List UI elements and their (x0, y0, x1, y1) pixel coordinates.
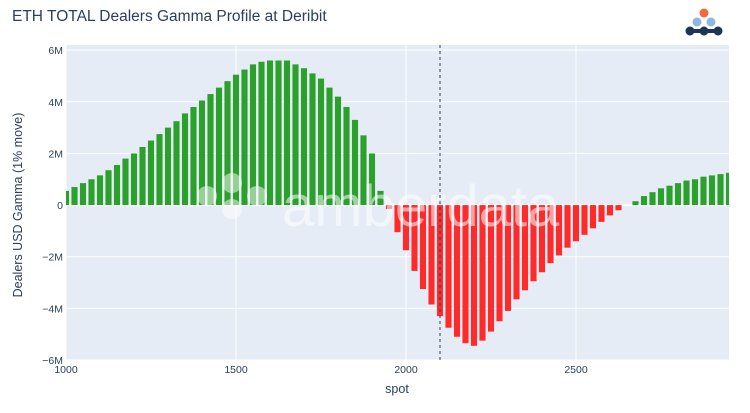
gamma-bar (726, 173, 729, 205)
y-tick-label: −2M (42, 252, 63, 264)
gamma-bar (122, 159, 128, 205)
gamma-bar (190, 107, 196, 205)
gamma-bar (666, 186, 672, 205)
gamma-bar (105, 170, 111, 205)
gamma-bar (658, 188, 664, 205)
y-tick-label: −4M (42, 303, 63, 315)
gamma-bar (717, 174, 723, 205)
gamma-bar (71, 187, 77, 205)
gamma-bar (607, 205, 613, 215)
gamma-bar (241, 70, 247, 206)
gamma-bar (649, 192, 655, 205)
gamma-bar (581, 205, 587, 235)
gamma-bar (615, 205, 621, 210)
gamma-bar (216, 88, 222, 205)
gamma-bar (148, 141, 154, 206)
x-tick-label: 1500 (224, 364, 248, 376)
gamma-bar (258, 62, 264, 205)
y-tick-label: 6M (48, 45, 63, 57)
y-axis-title: Dealers USD Gamma (1% move) (11, 113, 25, 298)
x-tick-label: 1000 (54, 364, 78, 376)
gamma-bar (692, 179, 698, 205)
gamma-bar (88, 179, 94, 205)
gamma-bar (598, 205, 604, 222)
gamma-bar (632, 201, 638, 205)
gamma-bar (114, 165, 120, 205)
gamma-bar (675, 183, 681, 205)
gamma-bar (66, 191, 69, 205)
x-tick-label: 2500 (564, 364, 588, 376)
gamma-bar (80, 183, 86, 205)
gamma-bar (250, 64, 256, 205)
gamma-bar (700, 177, 706, 205)
gamma-bar (139, 147, 145, 205)
y-tick-label: 4M (48, 97, 63, 109)
gamma-bar (683, 181, 689, 206)
watermark-text: amberdata (282, 174, 560, 239)
gamma-bar (267, 60, 273, 205)
y-tick-label: 0 (57, 200, 63, 212)
y-tick-label: 2M (48, 148, 63, 160)
gamma-bar (97, 175, 103, 205)
gamma-bar (641, 196, 647, 205)
gamma-bar (173, 121, 179, 205)
gamma-bar (165, 128, 171, 205)
gamma-bar (182, 113, 188, 205)
gamma-bar (573, 205, 579, 241)
gamma-bar (156, 134, 162, 205)
gamma-bar (709, 175, 715, 205)
gamma-bar (131, 153, 137, 205)
gamma-bar (275, 60, 281, 205)
x-tick-label: 2000 (394, 364, 418, 376)
x-axis-title: spot (385, 382, 409, 396)
gamma-bar (564, 205, 570, 248)
gamma-bar (590, 205, 596, 228)
